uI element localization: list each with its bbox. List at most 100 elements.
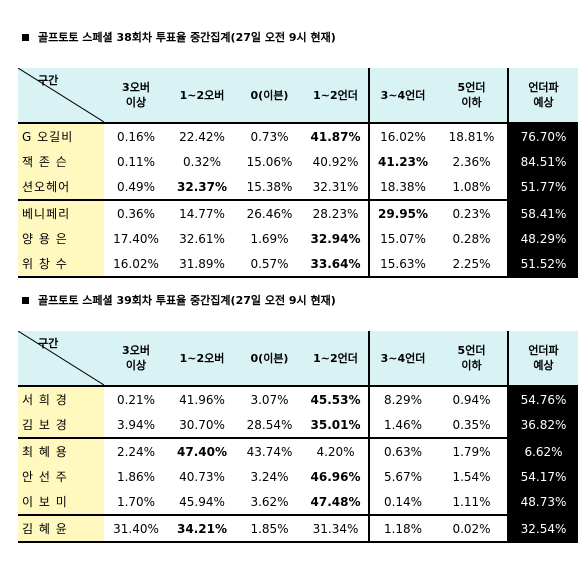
under-par-cell: 84.51% [507,149,578,174]
table-row: 잭 존 슨 0.11% 0.32% 15.06% 40.92% 41.23% 2… [18,149,578,174]
value-cell: 1.46% [368,412,436,438]
value-cell: 45.94% [179,494,225,509]
value-cell: 16.02% [368,123,436,149]
value-cell: 41.96% [179,392,225,407]
value-cell: 32.37% [177,179,227,194]
header-cell: 언더파 예상 [507,331,578,387]
value-cell: 1.18% [368,514,436,543]
header-cell: 언더파 예상 [507,68,578,124]
player-name: 션오헤어 [18,174,104,200]
value-cell: 18.81% [448,129,495,144]
value-cell: 1.79% [436,437,508,464]
value-cell: 0.28% [452,231,491,246]
header-cell: 3~4언더 [368,68,436,124]
under-par-cell: 54.17% [507,464,578,489]
header-cell: 1~2오버 [168,68,236,124]
player-name: 김 보 경 [18,412,104,438]
value-cell: 3.24% [250,469,289,484]
value-cell: 16.02% [104,251,168,278]
player-name: G 오길비 [18,123,104,149]
player-name: 서 희 경 [18,386,104,412]
table-row: 안 선 주 1.86% 40.73% 3.24% 46.96% 5.67% 1.… [18,464,578,489]
section-title-text: 골프토토 스페셜 39회차 투표율 중간집계(27일 오전 9시 현재) [38,294,336,307]
table-row: G 오길비 0.16% 22.42% 0.73% 41.87% 16.02% 1… [18,123,578,149]
section-title-text: 골프토토 스페셜 38회차 투표율 중간집계(27일 오전 9시 현재) [38,31,336,44]
value-cell: 1.08% [452,179,491,194]
under-par-cell: 6.62% [507,437,578,464]
value-cell: 3.07% [250,392,289,407]
diagonal-divider-icon [18,331,104,384]
table-row: 션오헤어 0.49% 32.37% 15.38% 32.31% 18.38% 1… [18,174,578,200]
value-cell: 1.86% [116,469,156,484]
value-cell: 0.23% [436,199,508,226]
header-cell: 1~2언더 [303,68,369,124]
value-cell: 0.57% [236,251,303,278]
value-cell: 2.36% [452,154,491,169]
value-cell: 31.40% [104,514,168,543]
value-cell: 47.48% [310,494,361,509]
value-cell: 40.73% [179,469,225,484]
value-cell: 35.01% [310,417,361,432]
player-name: 잭 존 슨 [18,149,104,174]
value-cell: 5.67% [368,464,436,489]
value-cell: 41.87% [310,129,361,144]
section-title-38: 골프토토 스페셜 38회차 투표율 중간집계(27일 오전 9시 현재) [22,29,336,45]
under-par-cell: 48.73% [507,489,578,515]
value-cell: 3.94% [116,417,156,432]
header-cell: 5언더 이하 [436,68,508,124]
header-row: 구간 3오버 이상 1~2오버 0(이븐) 1~2언더 3~4언더 5언더 이하… [18,331,578,387]
corner-cell: 구간 [18,68,104,124]
value-cell: 46.96% [310,469,361,484]
under-par-cell: 51.77% [507,174,578,200]
value-cell: 0.32% [182,154,222,169]
header-cell: 3오버 이상 [104,331,168,387]
value-cell: 1.54% [452,469,491,484]
value-cell: 43.74% [236,437,303,464]
value-cell: 31.89% [168,251,236,278]
diagonal-divider-icon [18,68,104,121]
header-row: 구간 3오버 이상 1~2오버 0(이븐) 1~2언더 3~4언더 5언더 이하… [18,68,578,124]
under-par-cell: 36.82% [507,412,578,438]
table-row: 베니페리 0.36% 14.77% 26.46% 28.23% 29.95% 0… [18,199,578,226]
table-row: 최 혜 용 2.24% 47.40% 43.74% 4.20% 0.63% 1.… [18,437,578,464]
corner-label: 구간 [38,337,59,350]
value-cell: 26.46% [236,199,303,226]
value-cell: 8.29% [368,386,436,412]
value-cell: 4.20% [303,437,369,464]
player-name: 양 용 은 [18,226,104,251]
value-cell: 41.23% [368,149,436,174]
value-cell: 45.53% [310,392,361,407]
table-row: 김 보 경 3.94% 30.70% 28.54% 35.01% 1.46% 0… [18,412,578,438]
value-cell: 0.36% [104,199,168,226]
value-cell: 3.62% [250,494,289,509]
value-cell: 32.31% [312,179,359,194]
value-cell: 28.54% [246,417,293,432]
value-cell: 0.14% [368,489,436,515]
vote-table-38: 구간 3오버 이상 1~2오버 0(이븐) 1~2언더 3~4언더 5언더 이하… [18,68,578,278]
table-row: 이 보 미 1.70% 45.94% 3.62% 47.48% 0.14% 1.… [18,489,578,515]
player-name: 베니페리 [18,199,104,226]
value-cell: 2.24% [104,437,168,464]
value-cell: 29.95% [368,199,436,226]
value-cell: 34.21% [168,514,236,543]
value-cell: 47.40% [168,437,236,464]
under-par-cell: 54.76% [507,386,578,412]
header-cell: 1~2언더 [303,331,369,387]
table-row: 서 희 경 0.21% 41.96% 3.07% 45.53% 8.29% 0.… [18,386,578,412]
value-cell: 33.64% [303,251,369,278]
table-row: 김 혜 윤 31.40% 34.21% 1.85% 31.34% 1.18% 0… [18,514,578,543]
player-name: 이 보 미 [18,489,104,515]
player-name: 안 선 주 [18,464,104,489]
section-title-39: 골프토토 스페셜 39회차 투표율 중간집계(27일 오전 9시 현재) [22,292,336,308]
header-cell: 0(이븐) [236,331,303,387]
value-cell: 18.38% [368,174,436,200]
value-cell: 0.63% [368,437,436,464]
value-cell: 0.21% [116,392,156,407]
under-par-cell: 58.41% [507,199,578,226]
value-cell: 15.38% [246,179,293,194]
corner-label: 구간 [38,74,59,87]
player-name: 최 혜 용 [18,437,104,464]
value-cell: 1.11% [452,494,491,509]
table-row: 위 창 수 16.02% 31.89% 0.57% 33.64% 15.63% … [18,251,578,278]
value-cell: 17.40% [113,231,159,246]
